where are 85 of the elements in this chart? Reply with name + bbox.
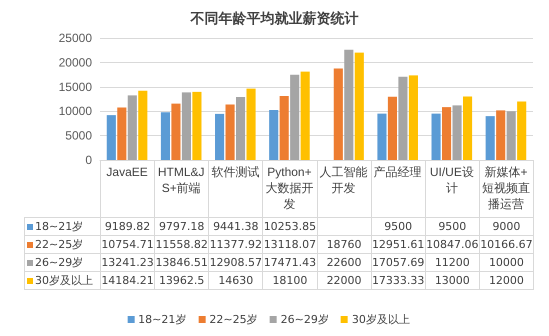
bar: [290, 74, 300, 160]
bar: [408, 75, 418, 160]
x-tick-label: 产品经理: [374, 165, 422, 179]
bar: [215, 114, 224, 160]
data-label: 9500: [425, 218, 480, 236]
data-label: 18760: [317, 236, 372, 254]
bar: [432, 114, 441, 160]
data-label: 13846.51: [154, 254, 209, 272]
x-tick-label: 新媒体+短视频直播运营: [482, 165, 530, 211]
data-label: 13000: [425, 272, 480, 290]
data-label: 11377.92: [208, 236, 263, 254]
data-label: 9189.82: [100, 218, 155, 236]
bar: [388, 96, 398, 160]
data-label: 11558.82: [154, 236, 209, 254]
x-tick-label: 软件测试: [211, 165, 260, 179]
bar: [334, 68, 343, 160]
bar: [182, 92, 191, 160]
data-label: 9000: [479, 218, 534, 236]
data-label: 14630: [208, 272, 263, 290]
bar: [344, 50, 354, 160]
legend-label: 22~25岁: [24, 236, 100, 254]
data-label: 10847.06: [425, 236, 480, 254]
bar: [452, 105, 462, 160]
data-label: 18100: [262, 272, 317, 290]
y-tick-label: 15000: [58, 80, 92, 94]
data-label: 9500: [371, 218, 426, 236]
bar: [246, 88, 256, 160]
data-label: 10253.85: [262, 218, 317, 236]
y-tick-label: 10000: [58, 104, 92, 118]
data-label: 13118.07: [262, 236, 317, 254]
data-label: 13241.23: [100, 254, 155, 272]
bar: [117, 108, 126, 160]
bar: [269, 110, 278, 160]
data-label: 17471.43: [262, 254, 317, 272]
bar: [106, 115, 116, 160]
bar: [192, 92, 202, 160]
data-label: 10166.67: [479, 236, 534, 254]
data-label: 10754.71: [100, 236, 155, 254]
bar: [300, 72, 310, 160]
data-label: 9441.38: [208, 218, 263, 236]
legend-label: 30岁及以上: [24, 272, 100, 290]
x-tick-label: HTML&JS+前端: [158, 165, 205, 195]
y-tick-label: 0: [85, 153, 92, 167]
data-label: 17057.69: [371, 254, 426, 272]
x-tick-label: 人工智能开发: [320, 165, 368, 195]
bar: [462, 96, 472, 160]
text: 18~21岁: [138, 313, 186, 326]
data-label: 12951.61: [371, 236, 426, 254]
bar: [377, 114, 387, 160]
data-label: 22000: [317, 272, 372, 290]
bar: [517, 101, 526, 160]
data-label: 9797.18: [154, 218, 209, 236]
y-tick-label: 20000: [58, 55, 92, 70]
bar: [496, 110, 506, 160]
data-label: 12000: [479, 272, 534, 290]
y-tick-label: 25000: [58, 31, 92, 45]
data-label: 10000: [479, 254, 534, 272]
text: 26~29岁: [280, 313, 329, 326]
bar: [171, 104, 181, 160]
x-tick-label: JavaEE: [106, 165, 148, 179]
y-tick-label: 5000: [65, 128, 92, 143]
text: 30岁及以上: [352, 313, 410, 326]
data-label: 17333.33: [371, 272, 426, 290]
data-label: 14184.21: [100, 272, 155, 290]
bar: [160, 112, 170, 160]
bar: [138, 90, 148, 160]
data-label: 12908.57: [208, 254, 263, 272]
legend-label: 18~21岁: [24, 218, 100, 236]
data-label: 22600: [317, 254, 372, 272]
legend-label: 26~29岁: [24, 254, 100, 272]
bar: [442, 107, 452, 160]
x-tick-label: Python+大数据开发: [265, 165, 314, 211]
bar: [280, 96, 289, 160]
bar: [486, 116, 495, 160]
bar: [236, 97, 246, 160]
bar: [506, 111, 516, 160]
data-label: 13962.5: [154, 272, 209, 290]
bar: [354, 52, 364, 160]
bar: [398, 76, 408, 160]
bar: [128, 95, 137, 160]
x-tick-label: UI/UE设计: [430, 165, 474, 195]
bar: [226, 104, 235, 160]
text: 22~25岁: [209, 313, 258, 326]
chart-title: 不同年龄平均就业薪资统计: [190, 10, 358, 26]
data-label: 11200: [425, 254, 480, 272]
